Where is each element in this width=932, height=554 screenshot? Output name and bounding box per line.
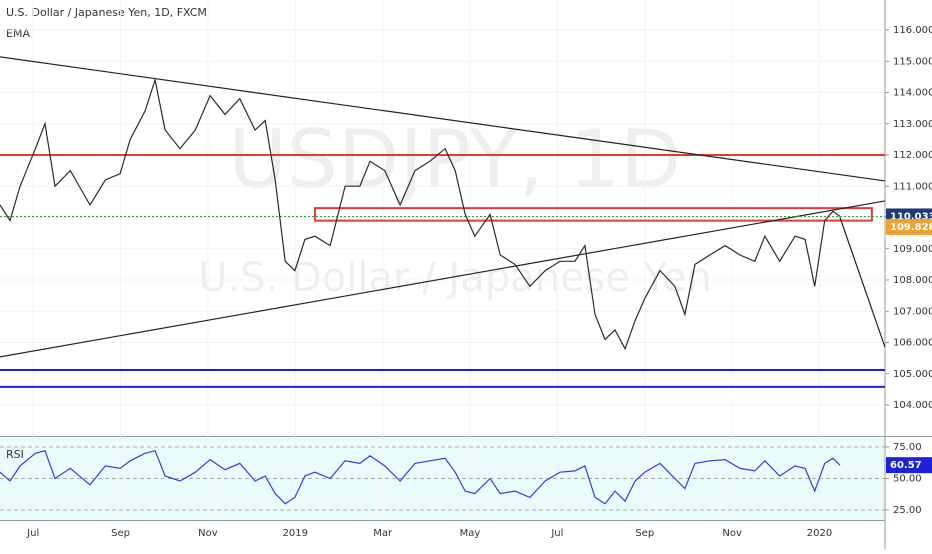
y-tick-label: 112.000 [893, 150, 932, 161]
y-tick-label: 108.000 [893, 275, 932, 286]
price-line [0, 77, 841, 351]
y-tick-label: 116.000 [893, 25, 932, 36]
y-tick-label: 50.00 [893, 473, 922, 484]
rsi-label: 60.57 [890, 460, 922, 471]
x-tick-label: Jul [26, 528, 39, 539]
y-tick-label: 111.000 [893, 181, 932, 192]
x-tick-label: May [460, 528, 481, 539]
price-label-box [886, 218, 932, 235]
zone [313, 207, 873, 222]
y-tick-label: 113.000 [893, 119, 932, 130]
rsi-background [0, 438, 885, 520]
x-tick-label: Jul [550, 528, 563, 539]
x-tick-label: 2020 [807, 528, 832, 539]
y-tick-label: 105.000 [893, 369, 932, 380]
x-tick-label: Sep [635, 528, 654, 539]
chart-title: U.S. Dollar / Japanese Yen, 1D, FXCM [6, 6, 207, 19]
trendline [0, 56, 886, 182]
rsi-label-box [886, 457, 932, 474]
rsi-title: RSI [6, 448, 24, 461]
trendline [839, 217, 886, 348]
y-tick-label: 106.000 [893, 338, 932, 349]
y-tick-label: 109.000 [893, 244, 932, 255]
price-label: 110.033 [890, 211, 932, 222]
y-tick-label: 107.000 [893, 306, 932, 317]
y-tick-label: 104.000 [893, 400, 932, 411]
x-tick-label: Nov [198, 528, 218, 539]
watermark: USDJPY, 1D [228, 113, 681, 206]
price-label: 109.828 [890, 222, 932, 233]
y-tick-label: 25.00 [893, 505, 922, 516]
y-tick-label: 114.000 [893, 88, 932, 99]
x-tick-label: Nov [722, 528, 742, 539]
trendline [0, 200, 886, 358]
x-tick-label: 2019 [283, 528, 308, 539]
x-tick-label: Mar [373, 528, 393, 539]
indicator-label: EMA [6, 27, 30, 40]
watermark-sub: U.S. Dollar / Japanese Yen [198, 255, 712, 301]
rsi-line [0, 449, 841, 505]
y-tick-label: 115.000 [893, 56, 932, 67]
y-tick-label: 75.00 [893, 442, 922, 453]
x-tick-label: Sep [111, 528, 130, 539]
